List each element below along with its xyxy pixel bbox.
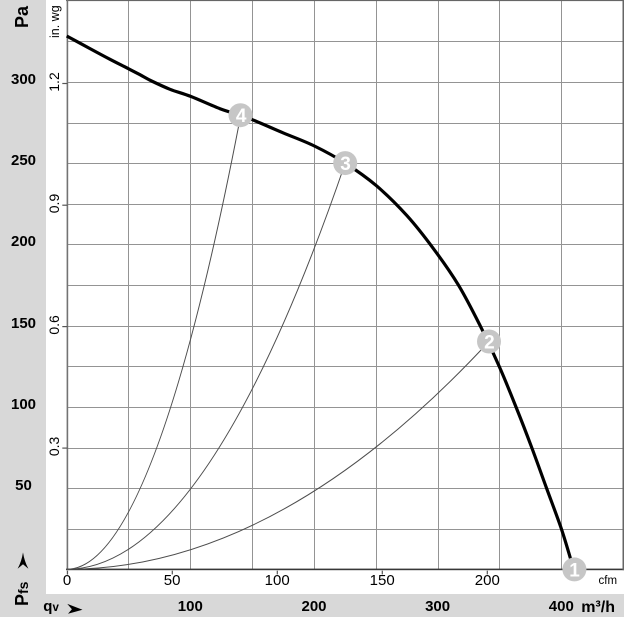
svg-text:4: 4 <box>236 106 247 127</box>
svg-text:2: 2 <box>484 333 495 354</box>
svg-text:1: 1 <box>569 560 580 581</box>
svg-text:3: 3 <box>340 154 351 175</box>
